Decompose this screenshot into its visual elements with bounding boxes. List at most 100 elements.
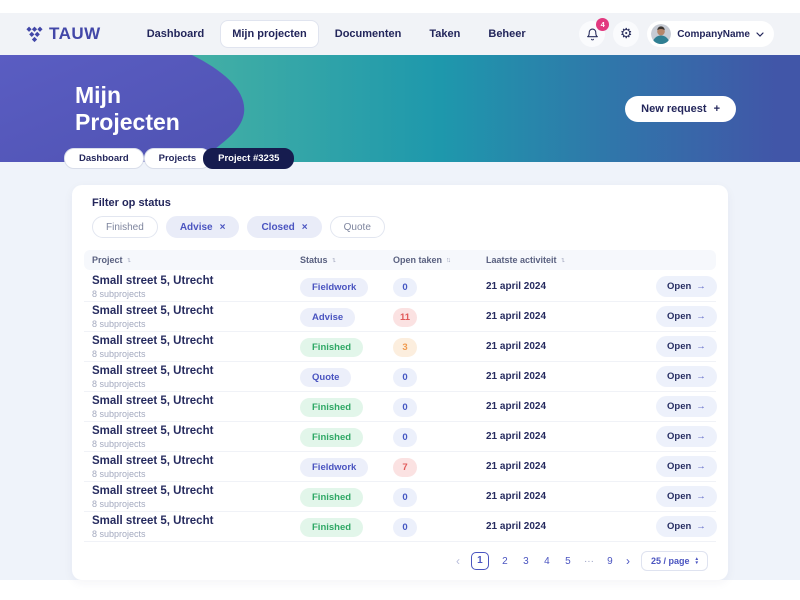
open-taken-cell: 7 <box>393 457 486 477</box>
status-cell: Finished <box>300 487 393 507</box>
status-badge: Finished <box>300 337 364 357</box>
page-number[interactable]: 3 <box>523 555 529 567</box>
open-taken-cell: 3 <box>393 337 486 357</box>
breadcrumb-item[interactable]: Project #3235 <box>203 148 295 169</box>
open-tasks-badge: 0 <box>393 517 417 537</box>
page-number[interactable]: 1 <box>470 552 489 570</box>
updown-caret-icon: ▴ ▾ <box>695 556 698 566</box>
remove-chip-icon[interactable]: × <box>219 221 226 233</box>
column-header[interactable]: Status ↑↓ <box>300 255 393 265</box>
page-number[interactable]: 9 <box>607 555 613 567</box>
status-badge: Advise <box>300 307 356 327</box>
table-row: Small street 5, Utrecht 8 subprojects Fi… <box>84 392 717 422</box>
open-taken-cell: 0 <box>393 397 486 417</box>
next-page-button[interactable]: › <box>625 554 630 568</box>
page-size-select[interactable]: 25 / page ▴ ▾ <box>640 551 708 571</box>
open-taken-cell: 11 <box>393 307 486 327</box>
open-project-button[interactable]: Open → <box>656 516 717 537</box>
breadcrumb-item[interactable]: Dashboard <box>64 148 144 169</box>
status-badge: Fieldwork <box>300 277 369 297</box>
arrow-right-icon: → <box>696 461 706 472</box>
column-header[interactable]: Open taken ↑↓ <box>393 255 486 265</box>
last-activity-date: 21 april 2024 <box>486 521 547 532</box>
previous-page-button[interactable]: ‹ <box>455 554 460 568</box>
last-activity-date: 21 april 2024 <box>486 401 547 412</box>
action-cell: Open → <box>656 486 717 507</box>
project-name: Small street 5, Utrecht <box>92 514 214 527</box>
open-label: Open <box>667 311 692 322</box>
open-project-button[interactable]: Open → <box>656 456 717 477</box>
chevron-down-icon <box>756 31 764 37</box>
project-name: Small street 5, Utrecht <box>92 274 214 287</box>
column-header[interactable]: Laatste activiteit ↑↓ <box>486 255 656 265</box>
open-project-button[interactable]: Open → <box>656 306 717 327</box>
status-cell: Finished <box>300 427 393 447</box>
page-number[interactable]: 5 <box>565 555 571 567</box>
open-project-button[interactable]: Open → <box>656 366 717 387</box>
filter-chip[interactable]: Advise × <box>165 216 240 238</box>
settings-button[interactable]: ⚙ <box>613 21 640 47</box>
filter-chip[interactable]: Quote <box>329 216 385 238</box>
tauw-logo[interactable]: TAUW <box>26 24 101 44</box>
column-header-label: Laatste activiteit <box>486 255 557 265</box>
column-header[interactable]: Project ↑↓ <box>92 255 300 265</box>
last-activity-date: 21 april 2024 <box>486 311 547 322</box>
subprojects-count: 8 subprojects <box>92 408 146 419</box>
nav-item[interactable]: Beheer <box>488 28 526 40</box>
open-project-button[interactable]: Open → <box>656 486 717 507</box>
action-cell: Open → <box>656 426 717 447</box>
last-activity-date: 21 april 2024 <box>486 341 547 352</box>
action-cell: Open → <box>656 366 717 387</box>
filter-chip[interactable]: Closed × <box>247 216 322 238</box>
project-name: Small street 5, Utrecht <box>92 304 214 317</box>
table-row: Small street 5, Utrecht 8 subprojects Ad… <box>84 302 717 332</box>
open-project-button[interactable]: Open → <box>656 276 717 297</box>
new-request-button[interactable]: New request + <box>625 96 736 122</box>
user-menu[interactable]: CompanyName <box>647 21 774 47</box>
page-number[interactable]: 2 <box>502 555 508 567</box>
page-number[interactable]: 4 <box>544 555 550 567</box>
open-label: Open <box>667 281 692 292</box>
page-number[interactable]: ··· <box>583 555 594 567</box>
project-name: Small street 5, Utrecht <box>92 334 214 347</box>
subprojects-count: 8 subprojects <box>92 378 146 389</box>
avatar <box>651 24 672 44</box>
status-filter-chips: Finished Advise × Closed × Quote <box>92 216 708 238</box>
nav-item[interactable]: Dashboard <box>146 28 205 40</box>
nav-item[interactable]: Taken <box>429 28 461 40</box>
notifications-button[interactable]: 4 <box>579 18 610 47</box>
project-name: Small street 5, Utrecht <box>92 364 214 377</box>
project-cell: Small street 5, Utrecht 8 subprojects <box>92 395 300 419</box>
status-badge: Finished <box>300 397 364 417</box>
open-project-button[interactable]: Open → <box>656 336 717 357</box>
company-name: CompanyName <box>677 28 750 40</box>
project-name: Small street 5, Utrecht <box>92 424 214 437</box>
action-cell: Open → <box>656 276 717 297</box>
status-badge: Finished <box>300 487 364 507</box>
arrow-right-icon: → <box>696 311 706 322</box>
status-cell: Finished <box>300 337 393 357</box>
table-body: Small street 5, Utrecht 8 subprojects Fi… <box>84 272 717 542</box>
open-tasks-badge: 3 <box>393 337 417 357</box>
page-list: 1 2 3 4 5 ··· 9 <box>470 552 615 570</box>
page-title-line1: Mijn <box>75 82 121 108</box>
open-project-button[interactable]: Open → <box>656 426 717 447</box>
sort-icon[interactable]: ↑↓ <box>126 256 132 264</box>
sort-icon[interactable]: ↑↓ <box>331 256 337 264</box>
project-cell: Small street 5, Utrecht 8 subprojects <box>92 365 300 389</box>
nav-item[interactable]: Mijn projecten <box>220 20 319 48</box>
action-cell: Open → <box>656 396 717 417</box>
sort-icon[interactable]: ↑↓ <box>446 256 451 264</box>
status-badge: Fieldwork <box>300 457 369 477</box>
project-cell: Small street 5, Utrecht 8 subprojects <box>92 425 300 449</box>
sort-icon[interactable]: ↑↓ <box>560 256 566 264</box>
table-row: Small street 5, Utrecht 8 subprojects Fi… <box>84 482 717 512</box>
subprojects-count: 8 subprojects <box>92 528 146 539</box>
action-cell: Open → <box>656 306 717 327</box>
filter-chip[interactable]: Finished <box>92 216 158 238</box>
remove-chip-icon[interactable]: × <box>301 221 308 233</box>
open-project-button[interactable]: Open → <box>656 396 717 417</box>
breadcrumb-item[interactable]: Projects <box>143 148 212 169</box>
page-title: Mijn Projecten <box>75 82 180 136</box>
nav-item[interactable]: Documenten <box>334 28 402 40</box>
